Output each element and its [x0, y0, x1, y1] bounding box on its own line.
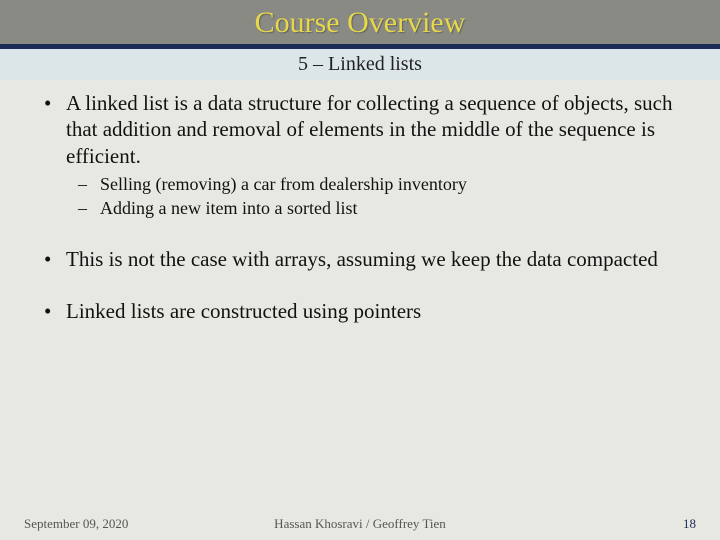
- bullet-item: This is not the case with arrays, assumi…: [28, 246, 692, 272]
- sub-bullet-text: Adding a new item into a sorted list: [100, 198, 357, 218]
- subtitle-text: 5 – Linked lists: [298, 53, 422, 75]
- sub-bullet-item: Adding a new item into a sorted list: [66, 197, 692, 220]
- bullet-text: Linked lists are constructed using point…: [66, 299, 421, 323]
- footer-page-number: 18: [683, 516, 696, 532]
- footer-date: September 09, 2020: [24, 516, 128, 532]
- sub-bullet-item: Selling (removing) a car from dealership…: [66, 173, 692, 196]
- page-title: Course Overview: [0, 6, 720, 40]
- sub-bullet-list: Selling (removing) a car from dealership…: [66, 173, 692, 220]
- content-area: A linked list is a data structure for co…: [0, 80, 720, 324]
- bullet-text: A linked list is a data structure for co…: [66, 91, 672, 168]
- bullet-item: A linked list is a data structure for co…: [28, 90, 692, 220]
- bullet-item: Linked lists are constructed using point…: [28, 298, 692, 324]
- sub-bullet-text: Selling (removing) a car from dealership…: [100, 174, 467, 194]
- footer: September 09, 2020 Hassan Khosravi / Geo…: [0, 516, 720, 532]
- subtitle-bar: 5 – Linked lists: [0, 49, 720, 80]
- title-bar: Course Overview: [0, 0, 720, 49]
- footer-authors: Hassan Khosravi / Geoffrey Tien: [274, 516, 446, 532]
- bullet-text: This is not the case with arrays, assumi…: [66, 247, 658, 271]
- bullet-list: A linked list is a data structure for co…: [28, 90, 692, 324]
